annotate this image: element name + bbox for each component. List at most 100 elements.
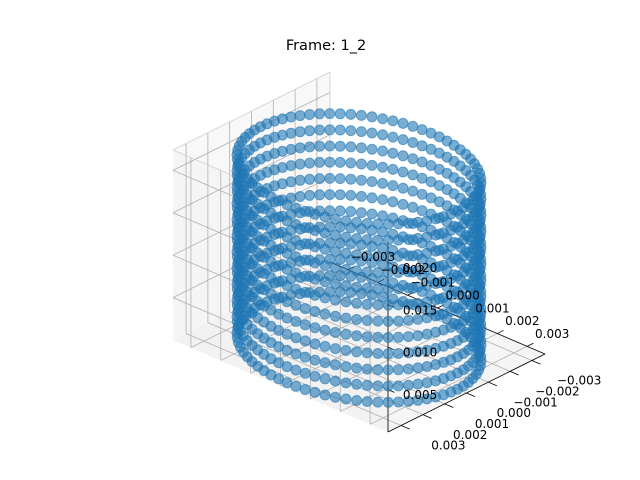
scatter-point <box>309 322 321 334</box>
scatter-point <box>324 286 336 298</box>
scatter-point <box>351 297 363 309</box>
scatter-point <box>329 262 341 274</box>
scatter-point <box>387 277 399 289</box>
y-tick-label: 0.000 <box>497 406 531 420</box>
scatter-point <box>355 223 367 235</box>
scatter-point <box>334 189 346 201</box>
scatter-point <box>387 212 399 224</box>
scatter-point <box>397 117 409 129</box>
scatter-point <box>345 270 357 282</box>
scatter-point <box>324 221 336 233</box>
scatter-point <box>407 250 419 262</box>
y-tick <box>444 403 454 408</box>
scatter-point <box>309 306 321 317</box>
scatter-point <box>474 232 486 244</box>
scatter-point <box>340 361 352 373</box>
z-tick-label: 0.005 <box>403 388 437 402</box>
scatter-point <box>299 319 311 331</box>
scatter-point <box>329 294 341 306</box>
scatter-point <box>412 362 424 374</box>
scatter-point <box>340 312 352 324</box>
scatter-point <box>355 174 367 186</box>
scatter-point <box>387 180 399 192</box>
scatter-point <box>355 207 367 219</box>
scatter-point <box>377 226 389 238</box>
scatter-point <box>355 239 367 251</box>
scatter-point <box>329 391 341 403</box>
scatter-point <box>340 328 352 340</box>
scatter-point <box>355 255 367 267</box>
scatter-point <box>366 289 378 301</box>
scatter-point <box>304 222 316 234</box>
scatter-point <box>474 167 486 179</box>
scatter-point <box>392 364 404 376</box>
scatter-point <box>345 125 357 137</box>
scatter-point <box>304 109 316 120</box>
scatter-point <box>345 108 357 120</box>
scatter-point <box>382 315 394 327</box>
scatter-point <box>372 396 384 408</box>
scatter-point <box>474 265 486 277</box>
scatter-point <box>345 189 357 201</box>
y-tick <box>400 425 410 430</box>
scatter-point <box>304 238 316 250</box>
x-tick-label: 0.000 <box>445 289 479 303</box>
scatter-point <box>340 345 352 356</box>
scatter-point <box>324 108 336 120</box>
scatter-point <box>397 182 409 194</box>
scatter-point <box>324 253 336 265</box>
scatter-point <box>299 384 311 395</box>
scatter-point <box>355 271 367 283</box>
scatter-point <box>366 127 378 139</box>
scatter-point <box>351 395 363 406</box>
scatter-point <box>355 288 367 299</box>
scatter-point <box>334 173 346 185</box>
scatter-point <box>474 248 486 260</box>
scatter-point <box>285 241 297 253</box>
scatter-point <box>355 190 367 202</box>
scatter-point <box>402 363 414 375</box>
gridline-y-floor <box>185 333 402 426</box>
scatter-point <box>387 115 399 127</box>
scatter-point <box>377 210 389 222</box>
scatter-point <box>290 380 302 392</box>
scatter-point <box>372 331 384 343</box>
scatter-point <box>294 207 306 219</box>
scatter-point <box>329 246 341 257</box>
scatter-point <box>319 373 331 385</box>
scatter-point <box>304 270 316 282</box>
scatter-point <box>324 140 336 152</box>
scatter-point <box>294 110 306 122</box>
scatter-point <box>345 157 357 169</box>
scatter-point <box>299 367 311 379</box>
scatter-point <box>319 357 331 369</box>
scatter-point <box>377 129 389 141</box>
scatter-point <box>329 375 341 387</box>
scatter-point <box>334 221 346 233</box>
y-tick <box>509 370 519 376</box>
scatter-point <box>412 330 424 342</box>
scatter-point <box>340 377 352 389</box>
scatter-point <box>324 237 336 249</box>
scatter-point <box>345 173 357 185</box>
scatter-point <box>334 140 346 152</box>
y-tick-label: −0.001 <box>513 395 557 409</box>
scatter-point <box>329 278 341 290</box>
scatter-point <box>314 270 326 282</box>
scatter-point <box>407 234 419 246</box>
scatter-point <box>314 221 326 233</box>
scatter-point <box>361 347 373 359</box>
x-tick <box>497 330 504 334</box>
scatter-point <box>387 244 399 256</box>
scatter-point <box>314 254 326 266</box>
scatter-point <box>397 150 409 162</box>
scatter-point <box>345 238 357 250</box>
scatter-point <box>382 396 394 408</box>
chart-title: Frame: 1_2 <box>286 38 366 54</box>
scatter-point <box>372 348 384 359</box>
scatter-point <box>345 287 357 298</box>
scatter-point <box>366 224 378 236</box>
scatter-point <box>285 111 297 123</box>
scatter-point <box>397 198 409 210</box>
scatter-point <box>329 326 341 338</box>
